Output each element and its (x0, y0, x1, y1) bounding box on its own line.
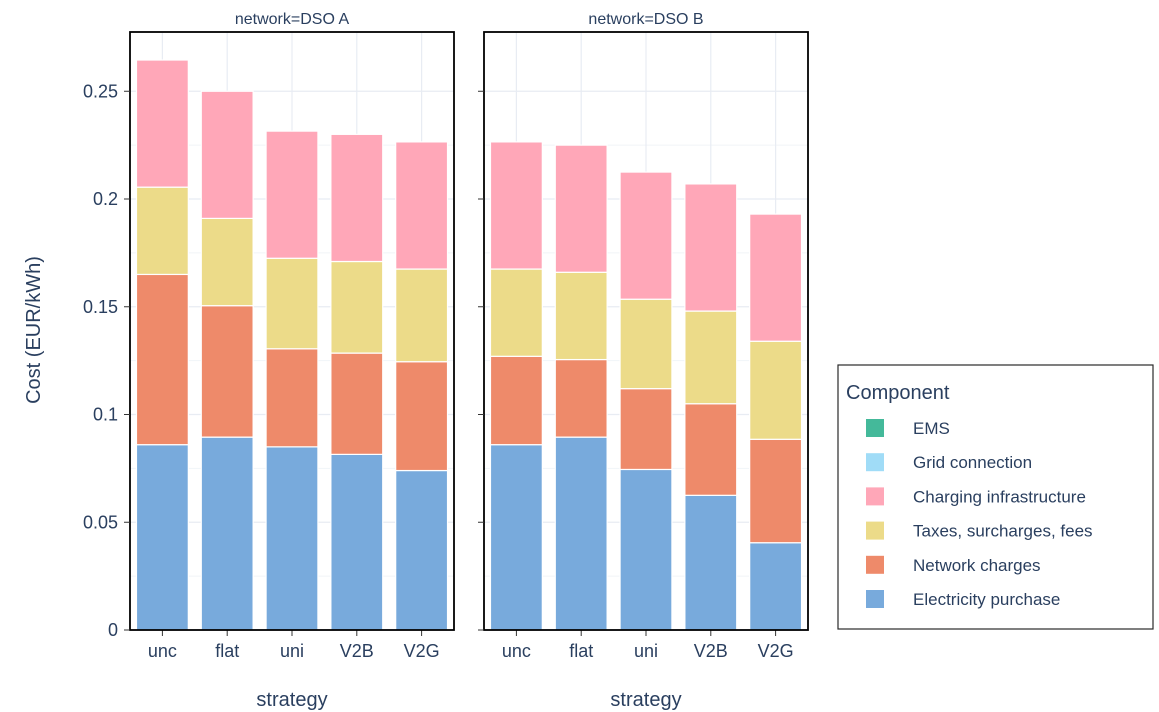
bar-segment-charging-infrastructure (135, 59, 189, 188)
y-tick-label: 0 (108, 620, 118, 640)
bar-segment-electricity-purchase (489, 444, 543, 631)
bar-segment-electricity-purchase (619, 468, 673, 631)
bar-segment-charging-infrastructure (330, 133, 384, 263)
legend-swatch (866, 419, 884, 437)
legend-swatch (866, 453, 884, 472)
x-tick-label: flat (215, 641, 239, 661)
bar-segment-taxes-surcharges-fees (749, 340, 803, 440)
bar-segment-charging-infrastructure (489, 141, 543, 270)
x-tick-label: uni (280, 641, 304, 661)
bar-segment-taxes-surcharges-fees (619, 298, 673, 390)
x-tick-label: V2B (340, 641, 374, 661)
facet-title-1: network=DSO A (235, 11, 350, 28)
bar-segment-taxes-surcharges-fees (200, 217, 254, 307)
x-tick-label: uni (634, 641, 658, 661)
bar-segment-taxes-surcharges-fees (489, 268, 543, 357)
bar-segment-taxes-surcharges-fees (135, 186, 189, 276)
bar-segment-electricity-purchase (200, 436, 254, 631)
bar-segment-network-charges (619, 388, 673, 471)
bar-segment-electricity-purchase (135, 444, 189, 631)
bar-segment-taxes-surcharges-fees (395, 268, 449, 363)
legend-swatch (866, 590, 884, 608)
x-tick-label: V2G (758, 641, 794, 661)
panel-frame (483, 31, 809, 631)
legend-swatch (866, 555, 884, 574)
bar-segment-electricity-purchase (554, 436, 608, 631)
x-tick-label: unc (148, 641, 177, 661)
bar-segment-network-charges (200, 305, 254, 438)
legend: Component EMS Grid connection Charging inf… (837, 364, 1154, 630)
bar-segment-network-charges (684, 403, 738, 496)
bar-segment-taxes-surcharges-fees (684, 310, 738, 405)
x-tick-label: V2G (404, 641, 440, 661)
bar-segment-charging-infrastructure (749, 213, 803, 342)
x-axis-title: strategy (256, 689, 327, 711)
facet-panel-2: network=DSO B unc flat uni V2B V2G strategy (478, 11, 809, 711)
legend-label: Charging infrastructure (913, 487, 1086, 506)
bar-segment-network-charges (489, 355, 543, 446)
bar-segment-charging-infrastructure (684, 183, 738, 312)
legend-label: Taxes, surcharges, fees (913, 522, 1093, 541)
y-axis-title: Cost (EUR/kWh) (23, 256, 45, 404)
bar-segment-electricity-purchase (749, 542, 803, 631)
legend-swatch (866, 521, 884, 540)
legend-swatch (866, 487, 884, 506)
bar-segment-electricity-purchase (265, 446, 319, 631)
y-tick-label: 0.05 (83, 512, 118, 532)
bar-segment-charging-infrastructure (395, 141, 449, 270)
legend-label: Grid connection (913, 453, 1032, 472)
bar-segment-electricity-purchase (330, 453, 384, 631)
bar-segment-taxes-surcharges-fees (265, 257, 319, 350)
bar-segment-network-charges (554, 358, 608, 438)
bar-segment-network-charges (265, 348, 319, 448)
y-tick-label: 0.2 (93, 189, 118, 209)
bar-segment-charging-infrastructure (554, 144, 608, 273)
legend-box (837, 364, 1154, 630)
facet-title-2: network=DSO B (588, 11, 703, 28)
bar-segment-electricity-purchase (684, 494, 738, 631)
x-tick-label: flat (569, 641, 593, 661)
y-tick-label: 0.15 (83, 297, 118, 317)
panel-frame (129, 31, 455, 631)
bar-segment-network-charges (135, 273, 189, 446)
bar-segment-charging-infrastructure (265, 130, 319, 259)
y-tick-label: 0.25 (83, 81, 118, 101)
bar-segment-network-charges (330, 352, 384, 455)
bar-segment-network-charges (395, 361, 449, 472)
legend-label: Network charges (913, 556, 1041, 575)
x-tick-label: unc (502, 641, 531, 661)
facets-group: network=DSO A unc flat uni V2B V2G 0 0.05 0.1 0.1… (83, 11, 809, 711)
x-axis-title: strategy (610, 689, 681, 711)
y-tick-label: 0.1 (93, 405, 118, 425)
bar-segment-network-charges (749, 438, 803, 544)
legend-label: Electricity purchase (913, 590, 1060, 609)
legend-title: Component (846, 382, 950, 404)
legend-label: EMS (913, 419, 950, 438)
bar-segment-taxes-surcharges-fees (554, 271, 608, 361)
x-tick-label: V2B (694, 641, 728, 661)
facet-panel-1: network=DSO A unc flat uni V2B V2G 0 0.05 0.1 0.1… (83, 11, 455, 711)
bar-segment-electricity-purchase (395, 469, 449, 631)
bar-segment-taxes-surcharges-fees (330, 260, 384, 354)
bar-segment-charging-infrastructure (200, 90, 254, 220)
bar-segment-charging-infrastructure (619, 171, 673, 300)
legend-items: EMS Grid connection Charging infrastructur… (866, 419, 1093, 609)
